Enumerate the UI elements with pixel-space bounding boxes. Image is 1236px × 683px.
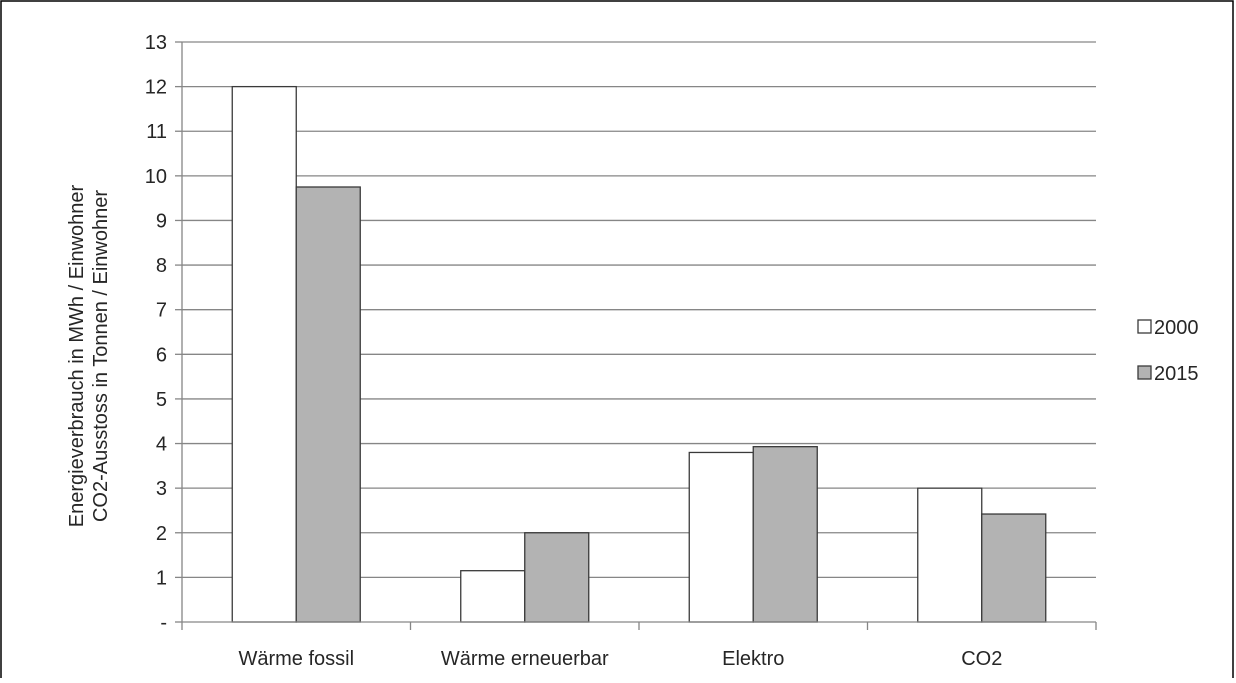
- y-tick-label: 11: [146, 121, 167, 143]
- y-tick-label: 12: [145, 77, 167, 99]
- y-tick-label: 8: [156, 255, 167, 277]
- y-tick-label: 1: [156, 567, 167, 589]
- y-axis-label-line-1: Energieverbrauch in MWh / Einwohner: [66, 184, 88, 527]
- bar-2015-0: [295, 186, 361, 623]
- bar-2000-0: [231, 85, 297, 623]
- y-tick-label: 4: [156, 434, 167, 456]
- x-axis: Wärme fossil Wärme erneuerbar Elektro CO2: [181, 621, 1097, 670]
- x-tick-label: Wärme fossil: [238, 648, 354, 670]
- y-tick-label: 7: [156, 300, 167, 322]
- bars: [231, 85, 1047, 623]
- bar-2000-3: [917, 487, 983, 623]
- legend-swatch-2000: [1137, 319, 1152, 334]
- legend: 2000 2015: [1137, 317, 1199, 385]
- y-tick-label: 5: [156, 389, 167, 411]
- y-axis-label-line-2: CO2-Ausstoss in Tonnen / Einwohner: [90, 190, 112, 522]
- y-tick-label: 10: [145, 166, 167, 188]
- legend-label-2015: 2015: [1154, 363, 1199, 385]
- y-tick-label: 3: [156, 478, 167, 500]
- y-tick-label: 2: [156, 523, 167, 545]
- y-tick-label: 13: [145, 32, 167, 54]
- bar-2015-3: [981, 513, 1047, 623]
- x-tick-label: Elektro: [722, 648, 784, 670]
- x-tick-label: CO2: [961, 648, 1002, 670]
- y-tick-label: 6: [156, 344, 167, 366]
- legend-swatch-2015: [1137, 365, 1152, 380]
- y-tick-label: 9: [156, 210, 167, 232]
- bar-2000-2: [688, 451, 754, 623]
- bar-2000-1: [460, 570, 526, 623]
- y-tick-label: -: [160, 612, 167, 634]
- y-axis-label: Energieverbrauch in MWh / Einwohner CO2-…: [66, 184, 112, 527]
- legend-label-2000: 2000: [1154, 317, 1199, 339]
- bar-2015-1: [524, 532, 590, 623]
- bar-2015-2: [752, 446, 818, 623]
- x-tick-label: Wärme erneuerbar: [441, 648, 609, 670]
